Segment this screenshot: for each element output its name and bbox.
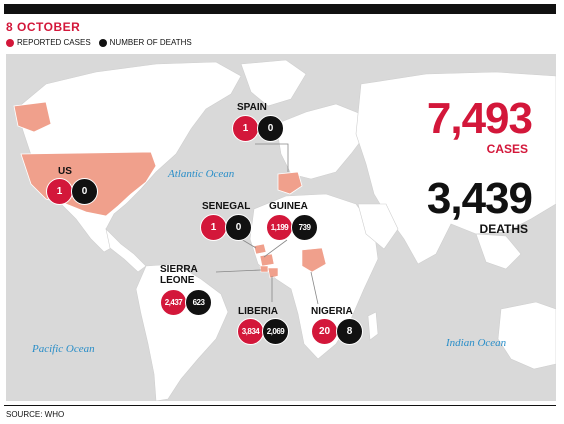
guinea-label: GUINEA [269,201,308,212]
spain-figures: 1 0 [232,115,284,142]
senegal-figures: 1 0 [200,214,252,241]
greenland-shape [240,59,307,107]
liberia-deaths: 2,069 [262,318,289,345]
black-dot-icon [98,38,107,47]
nigeria-shape [301,247,327,273]
spain-cases: 1 [232,115,259,142]
total-deaths-value: 3,439 [426,174,533,223]
liberia-label: LIBERIA [238,306,278,317]
us-cases: 1 [46,178,73,205]
world-map: Atlantic Ocean Pacific Ocean Indian Ocea… [6,54,556,401]
guinea-shape [259,253,275,267]
sierra-leone-deaths: 623 [185,289,212,316]
legend-label-deaths: NUMBER OF DEATHS [109,38,192,47]
senegal-cases: 1 [200,214,227,241]
total-cases-label: CASES [486,142,528,156]
europe-shape [275,103,367,180]
sierra-leone-figures: 2,437 623 [160,289,212,316]
footer-rule [4,405,556,406]
guinea-figures: 1,199 739 [266,214,318,241]
arabia-shape [357,203,399,250]
legend: REPORTED CASES NUMBER OF DEATHS [6,38,200,47]
southeast-asia-shape [475,233,522,270]
nigeria-cases: 20 [311,318,338,345]
senegal-label: SENEGAL [202,201,251,212]
total-cases-value: 7,493 [426,94,533,143]
spain-deaths: 0 [257,115,284,142]
spain-label: SPAIN [237,102,267,113]
leader-lines [215,143,319,305]
asia-shape [355,71,556,265]
alaska-shape [13,101,52,133]
world-map-shapes [13,59,556,401]
sierra-leone-shape [259,265,269,273]
legend-item-deaths: NUMBER OF DEATHS [98,38,192,47]
header-bar [4,4,556,14]
senegal-deaths: 0 [225,214,252,241]
date-heading: 8 OCTOBER [6,20,81,34]
spain-shape [277,171,303,195]
central-america-shape [105,228,147,273]
sierra-leone-label-line2: LEONE [160,275,195,286]
source-credit: SOURCE: WHO [6,410,65,419]
liberia-cases: 3,834 [237,318,264,345]
us-deaths: 0 [71,178,98,205]
madagascar-shape [367,311,379,341]
senegal-shape [253,243,267,255]
liberia-shape [267,267,279,279]
pacific-ocean-label: Pacific Ocean [32,343,95,355]
guinea-cases: 1,199 [266,214,293,241]
legend-label-cases: REPORTED CASES [17,38,91,47]
sierra-leone-cases: 2,437 [160,289,187,316]
atlantic-ocean-label: Atlantic Ocean [168,168,235,180]
sierra-leone-label-line1: SIERRA [160,264,198,275]
liberia-figures: 3,834 2,069 [237,318,289,345]
legend-item-cases: REPORTED CASES [6,38,91,47]
nigeria-label: NIGERIA [311,306,353,317]
nigeria-figures: 20 8 [311,318,363,345]
us-figures: 1 0 [46,178,98,205]
red-dot-icon [6,38,14,47]
us-label: US [58,166,72,177]
australia-shape [497,301,556,370]
nigeria-deaths: 8 [336,318,363,345]
sierra-leone-label: SIERRA LEONE [160,264,198,286]
total-deaths-label: DEATHS [479,222,528,236]
guinea-deaths: 739 [291,214,318,241]
indian-ocean-label: Indian Ocean [446,337,507,349]
